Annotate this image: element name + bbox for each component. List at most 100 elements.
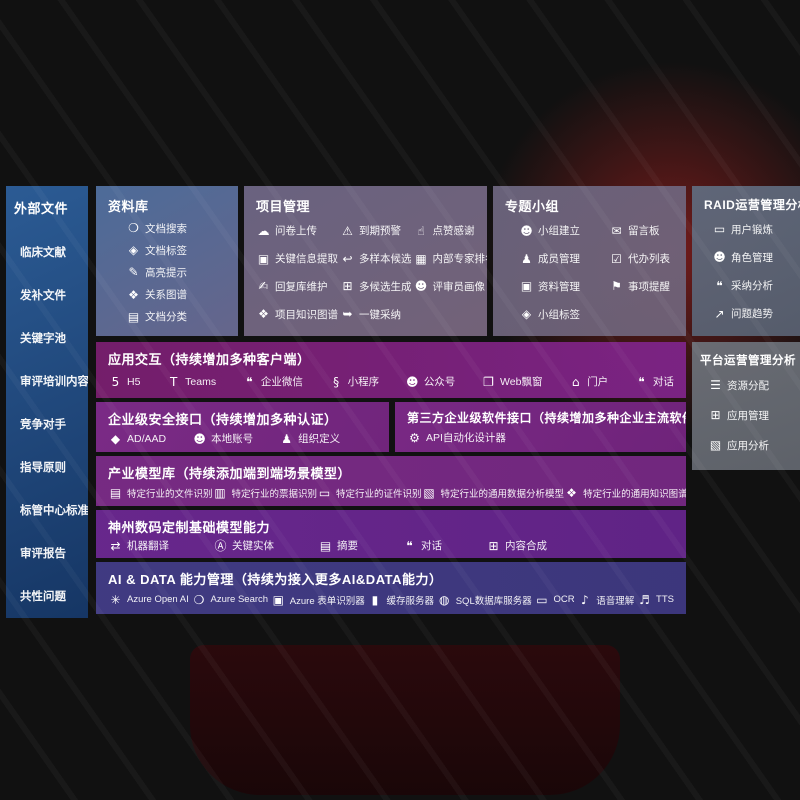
doc-tag-icon: ◈: [128, 243, 139, 258]
feature-label: 留言板: [628, 225, 660, 238]
group-people-icon: ☻: [520, 223, 533, 238]
feature-label: 特定行业的通用数据分析模型: [440, 488, 565, 500]
feature-item: ❖ 特定行业的通用知识图谱模型: [564, 486, 686, 500]
sidebar-title: 外部文件: [14, 201, 69, 216]
section-library: 资料库 ❍ 文档搜索 ◈ 文档标签 ✎ 高亮提示 ❖ 关系图谱 ▤ 文档分类: [96, 186, 238, 336]
tag-icon: ◈: [521, 307, 532, 322]
feature-label: 到期预警: [359, 225, 401, 238]
feature-label: 门户: [587, 376, 609, 388]
section-title: 资料库: [108, 199, 149, 214]
band-title: 企业级安全接口（持续增加多种认证）: [108, 412, 338, 427]
feature-item: ▣ 资料管理: [519, 279, 580, 294]
qa-chat-icon: ❝: [716, 278, 723, 293]
feature-item: ☻ 公众号: [405, 374, 455, 389]
section-title: RAID运营管理分析: [704, 198, 800, 212]
feature-label: SQL数据库服务器: [455, 595, 532, 607]
feature-item: ⚠ 到期预警: [340, 223, 412, 238]
feature-label: 应用管理: [727, 409, 769, 422]
feature-label: 文档搜索: [145, 222, 187, 235]
feature-label: 本地账号: [211, 433, 254, 445]
sidebar-item: 竞争对手: [20, 419, 66, 431]
feature-item: ☰ 资源分配: [708, 378, 792, 393]
feature-label: TTS: [656, 594, 674, 605]
sidebar-item: 临床文献: [20, 247, 66, 259]
feature-label: Web飘窗: [500, 376, 543, 388]
doc-classify-icon: ▤: [127, 309, 140, 324]
compose-icon: ⊞: [488, 538, 499, 553]
feature-label: 多候选生成: [359, 280, 412, 293]
user-card-icon: ▭: [713, 222, 726, 237]
feature-label: 小组建立: [538, 225, 580, 238]
feature-label: 文档标签: [145, 244, 187, 257]
summary-icon: ▤: [319, 538, 332, 553]
feature-label: 代办列表: [628, 253, 670, 266]
section-topic-groups: 专题小组 ☻ 小组建立 ✉ 留言板 ♟ 成员管理 ☑ 代办列表 ▣ 资料管理 ⚑ 事项提醒 ◈ 小组标签: [493, 186, 686, 336]
feature-item: ▮ 缓存服务器: [367, 593, 434, 607]
band-title: 第三方企业级软件接口（持续增加多种企业主流软件接口）: [407, 411, 686, 425]
feature-label: AD/AAD: [127, 432, 167, 445]
feature-label: Azure Open AI: [127, 594, 189, 605]
resource-list-icon: ☰: [710, 378, 721, 392]
feature-label: 内部专家排名: [432, 253, 488, 266]
feature-item: ⌂ 门户: [568, 374, 608, 389]
translate-icon: ⇄: [110, 538, 121, 553]
feature-item: ▥ 特定行业的票据识别: [213, 486, 317, 500]
band-title: 产业模型库（持续添加端到端场景模型）: [108, 466, 352, 481]
azure-search-icon: ❍: [193, 592, 205, 607]
feature-label: OCR: [553, 594, 575, 605]
feature-item: ▤ 文档分类: [126, 309, 228, 324]
role-people-icon: ☻: [713, 250, 726, 265]
miniprogram-icon: §: [333, 374, 340, 389]
feature-item: ☝ 点赞感谢: [414, 223, 488, 238]
feature-label: 组织定义: [298, 433, 341, 445]
feature-label: 语音理解: [596, 595, 635, 607]
band-custom-base-models: 神州数码定制基础模型能力 ⇄ 机器翻译 Ⓐ 关键实体 ▤ 摘要 ❝ 对话 ⊞ 内容合成: [96, 510, 686, 558]
section-title: 项目管理: [256, 199, 311, 214]
feature-item: 5 H5: [108, 375, 141, 388]
feature-item: T Teams: [166, 376, 216, 388]
sidebar-item: 审评培训内容: [20, 376, 88, 388]
feature-label: 对话: [652, 376, 674, 388]
id-recognition-icon: ▭: [318, 485, 331, 500]
feature-item: ↗ 问题趋势: [712, 306, 790, 321]
feature-item: ❝ 企业微信: [242, 374, 303, 389]
feature-item: ☻ 本地账号: [192, 431, 253, 446]
feature-label: 多样本候选: [359, 253, 412, 266]
feature-item: ▭ OCR: [534, 594, 574, 606]
feature-item: ✳ Azure Open AI: [108, 594, 189, 606]
feature-item: ❍ Azure Search: [192, 592, 268, 607]
feature-item: ◈ 小组标签: [519, 307, 580, 322]
feature-item: ☻ 小组建立: [519, 223, 580, 238]
org-define-icon: ♟: [281, 431, 292, 446]
teams-icon: T: [170, 374, 178, 389]
bell-icon: ⚑: [611, 279, 622, 294]
feature-label: 特定行业的通用知识图谱模型: [583, 488, 686, 500]
ai-data-items: ✳ Azure Open AI ❍ Azure Search ▣ Azure 表单识别器 ▮…: [108, 590, 674, 609]
feature-item: ⚑ 事项提醒: [609, 279, 670, 294]
member-icon: ♟: [521, 251, 532, 266]
feature-item: ♬ TTS: [637, 594, 674, 606]
feature-item: ⊞ 多候选生成: [340, 279, 412, 294]
app-grid-icon: ⊞: [710, 408, 721, 422]
material-icon: ▣: [520, 279, 533, 294]
api-gear-icon: ⚙: [409, 430, 420, 445]
feature-label: 资料管理: [538, 280, 580, 293]
knowledge-graph-model-icon: ❖: [566, 485, 577, 500]
feature-label: 资源分配: [727, 379, 769, 392]
ad-diamond-icon: ◆: [110, 431, 121, 446]
background-silhouette: [190, 645, 620, 795]
feature-item: ▧ 特定行业的通用数据分析模型: [422, 486, 565, 500]
feature-label: 评审员画像: [432, 280, 486, 293]
alarm-icon: ⚠: [342, 223, 353, 238]
official-account-icon: ☻: [406, 374, 419, 389]
band-enterprise-security: 企业级安全接口（持续增加多种认证） ◆ AD/AAD ☻ 本地账号 ♟ 组织定义: [96, 402, 389, 452]
feature-item: § 小程序: [329, 374, 379, 389]
feature-item: ☁ 问卷上传: [256, 223, 338, 238]
sidebar-item: 关键字池: [20, 333, 66, 345]
band-title: 神州数码定制基础模型能力: [108, 520, 271, 535]
feature-label: H5: [127, 375, 141, 388]
section-title: 平台运营管理分析: [700, 355, 796, 367]
interaction-items: 5 H5 T Teams ❝ 企业微信 § 小程序 ☻ 公众号 ❐ Web飘窗 ⌂ 门户 ❝ 对话: [108, 370, 674, 393]
thumbs-up-icon: ☝: [417, 223, 425, 238]
feature-item: ❖ 项目知识图谱: [256, 307, 338, 322]
